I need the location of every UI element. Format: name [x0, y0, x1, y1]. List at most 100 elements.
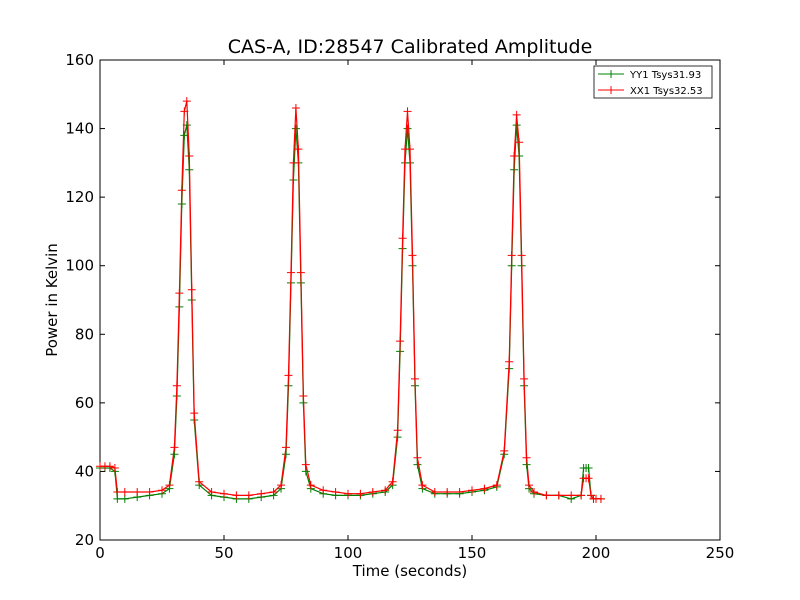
data-point [567, 491, 576, 500]
y-tick-label: 100 [65, 257, 94, 275]
data-point [507, 251, 516, 260]
data-point [180, 131, 189, 140]
data-point [408, 251, 417, 260]
data-point [480, 484, 489, 493]
data-point [170, 443, 179, 452]
data-point [299, 392, 308, 400]
chart-title: CAS-A, ID:28547 Calibrated Amplitude [228, 36, 593, 58]
legend-marker-xx1: + [606, 83, 616, 97]
data-point [443, 488, 452, 496]
data-point [286, 268, 295, 277]
legend-label-yy1: YY1 Tsys31.93 [629, 70, 701, 81]
series-1 [96, 97, 605, 503]
data-point [207, 488, 216, 496]
data-point [413, 453, 422, 462]
data-point [195, 477, 204, 486]
data-point [175, 289, 184, 298]
data-point [554, 491, 563, 500]
data-point [120, 488, 129, 496]
y-axis-label: Power in Kelvin [43, 243, 61, 357]
data-point [165, 481, 174, 490]
data-point [110, 464, 119, 472]
series-line [100, 100, 601, 500]
data-point [403, 124, 412, 133]
data-point [301, 467, 310, 476]
series-layer [96, 97, 605, 503]
data-point [294, 145, 303, 154]
data-point [244, 491, 253, 500]
data-point [133, 488, 142, 496]
plot-area: 0 50 100 150 200 250 20 40 60 80 100 120 140 160 [65, 51, 734, 562]
data-point [381, 486, 390, 495]
data-point [368, 488, 377, 496]
data-point [291, 124, 300, 133]
data-point [177, 186, 186, 195]
legend: + YY1 Tsys31.93 + XX1 Tsys32.53 [593, 65, 713, 99]
data-point [542, 491, 551, 500]
data-point [190, 409, 199, 418]
data-point [512, 110, 521, 119]
legend-box [593, 65, 713, 99]
data-point [455, 488, 464, 496]
data-point [517, 251, 526, 260]
legend-item-yy1: + YY1 Tsys31.93 [598, 67, 701, 81]
y-tick-label: 120 [65, 188, 94, 206]
y-tick-label: 160 [65, 51, 94, 69]
data-point [356, 489, 365, 498]
data-point [277, 481, 286, 490]
data-point [418, 481, 427, 490]
data-point [530, 488, 538, 496]
data-point [492, 481, 501, 490]
data-point [319, 486, 328, 495]
data-point [520, 374, 529, 383]
x-tick-label: 200 [582, 544, 611, 562]
data-point [584, 474, 593, 483]
y-tick-label: 80 [75, 325, 94, 343]
data-point [185, 152, 194, 160]
data-point [584, 464, 593, 472]
x-tick-label: 100 [334, 544, 363, 562]
data-point [301, 460, 310, 469]
x-tick-label: 50 [214, 544, 233, 562]
data-point [430, 488, 439, 496]
data-point [306, 481, 315, 490]
data-point [406, 145, 414, 154]
data-point [257, 489, 266, 498]
legend-label-xx1: XX1 Tsys32.53 [630, 86, 703, 97]
data-point [410, 374, 419, 383]
x-tick-label: 250 [706, 544, 735, 562]
legend-marker-yy1: + [606, 67, 616, 81]
legend-item-xx1: + XX1 Tsys32.53 [598, 83, 703, 97]
data-point [413, 460, 422, 469]
x-axis-ticks: 0 50 100 150 200 250 [95, 60, 734, 562]
data-point [596, 494, 605, 503]
y-axis-ticks: 20 40 60 80 100 120 140 160 [65, 51, 720, 549]
data-point [396, 337, 405, 346]
data-point [515, 138, 524, 147]
data-point [113, 494, 122, 503]
data-point [403, 107, 412, 116]
plot-frame [99, 59, 721, 541]
data-point [393, 426, 402, 435]
y-tick-label: 40 [75, 462, 94, 480]
data-point [398, 234, 407, 243]
y-tick-label: 60 [75, 394, 94, 412]
data-point [220, 489, 228, 498]
data-point [269, 488, 278, 496]
x-tick-label: 150 [458, 544, 487, 562]
data-point [282, 443, 290, 452]
data-point [500, 446, 509, 455]
data-point [510, 152, 519, 160]
data-point [525, 481, 534, 490]
data-point [120, 494, 129, 503]
y-tick-label: 140 [65, 120, 94, 138]
data-point [105, 462, 114, 471]
data-point [291, 104, 300, 112]
data-point [284, 371, 293, 380]
data-point [505, 357, 514, 366]
data-point [296, 268, 305, 277]
data-point [388, 477, 397, 486]
data-point [182, 97, 191, 106]
data-point [344, 489, 352, 498]
